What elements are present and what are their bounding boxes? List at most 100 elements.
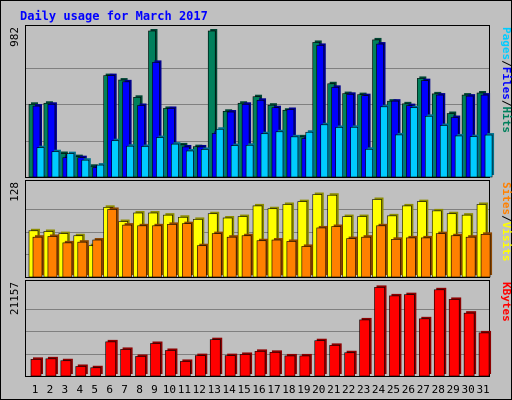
kbytes-bar-group <box>284 353 297 377</box>
kbytes-bar-group <box>120 347 133 377</box>
pages-bar-group <box>200 147 211 178</box>
pages-bar-group <box>51 149 61 178</box>
sites-bar-group <box>286 239 298 278</box>
sites-bar <box>167 224 177 278</box>
files-bar-group <box>241 102 252 178</box>
x-tick-label: 5 <box>91 383 98 396</box>
legend-item: / <box>500 100 512 107</box>
kbytes-bar-group <box>75 364 88 377</box>
kbytes-bar <box>120 349 131 377</box>
sites-bar-group <box>421 235 433 278</box>
x-tick-label: 23 <box>357 383 370 396</box>
kbytes-bar <box>433 289 445 377</box>
kbytes-bar-group <box>478 330 492 377</box>
kbytes-bar-group <box>180 359 193 377</box>
sites-bar <box>196 245 207 278</box>
kbytes-bar-group <box>269 350 282 377</box>
sites-bar <box>241 235 252 278</box>
kbytes-bar <box>329 345 341 377</box>
sites-bar <box>182 223 192 278</box>
pages-bar-group <box>469 134 480 178</box>
y-scale-label: 128 <box>8 182 21 202</box>
sites-bar-group <box>107 207 119 278</box>
sites-bar <box>107 209 117 278</box>
sites-bar <box>346 238 356 278</box>
sites-bar-group <box>167 222 179 278</box>
x-tick-label: 29 <box>447 383 460 396</box>
y-scale-label: 982 <box>8 27 21 47</box>
pages-bar <box>215 128 224 178</box>
x-tick-label: 18 <box>282 383 295 396</box>
kbytes-bar-group <box>389 293 402 377</box>
kbytes-bar <box>165 350 176 377</box>
sites-bar <box>152 225 162 278</box>
sites-bar <box>376 225 386 278</box>
pages-bar <box>36 147 45 178</box>
pages-bar-group <box>186 148 196 178</box>
kbytes-bar <box>239 354 251 377</box>
sites-bar <box>77 241 88 278</box>
pages-bar <box>350 127 358 178</box>
kbytes-bar-group <box>254 349 268 377</box>
kbytes-bar <box>463 312 475 377</box>
kbytes-bar <box>105 341 116 377</box>
hits-bar-group <box>207 29 218 178</box>
sites-bar-group <box>271 238 283 278</box>
sites-bar-group <box>137 223 149 278</box>
chart-title: Daily usage for March 2017 <box>20 9 208 23</box>
pages-bar-group <box>335 125 345 178</box>
files-bar-group <box>316 43 326 178</box>
legend-kbytes: KBytes <box>500 282 512 322</box>
sites-bar <box>301 246 312 278</box>
pages-bar-group <box>454 133 465 178</box>
kbytes-bar-group <box>448 297 462 377</box>
sites-bar <box>271 239 282 278</box>
pages-bar-group <box>156 135 166 178</box>
sites-bar-group <box>196 243 209 278</box>
sites-bar-group <box>406 235 418 278</box>
x-tick-label: 27 <box>417 383 430 396</box>
kbytes-bar <box>224 355 236 377</box>
sites-bar-group <box>62 240 74 278</box>
legend-item: Visits <box>500 222 512 262</box>
kbytes-bar <box>448 299 460 377</box>
pages-bar-group <box>111 138 121 178</box>
legend-item: Files <box>500 67 512 100</box>
sites-bar <box>450 235 461 278</box>
kbytes-bar <box>150 343 161 377</box>
sites-bar-group <box>241 233 254 278</box>
files-bar <box>107 75 115 178</box>
kbytes-bar-group <box>224 353 238 377</box>
sites-bar <box>92 239 103 278</box>
sites-bar-group <box>450 233 463 278</box>
pages-bar-group <box>350 125 360 178</box>
kbytes-bar <box>90 367 102 377</box>
sites-bar <box>137 225 147 278</box>
kbytes-bar <box>194 355 206 377</box>
pages-bar <box>81 159 90 178</box>
legend-visits-sites: Sites/Visits <box>500 182 512 262</box>
sites-bar-group <box>346 236 358 278</box>
pages-bar <box>395 134 403 178</box>
kbytes-bar <box>180 361 191 377</box>
pages-bar <box>454 135 463 178</box>
x-axis-labels: 1 2 3 4 5 6 7 8 9 10 11 12 13 14 15 16 17 18 19 20 21 22 23 24 2… <box>32 383 490 396</box>
sites-bar-group <box>182 221 194 278</box>
x-tick-label: 13 <box>208 383 221 396</box>
x-tick-label: 20 <box>312 383 325 396</box>
files-bar <box>241 103 250 178</box>
pages-bar <box>410 107 418 178</box>
kbytes-bar-group <box>45 356 58 377</box>
pages-bar-group <box>484 133 495 178</box>
pages-bar-group <box>410 105 420 178</box>
kbytes-bar <box>284 355 296 377</box>
x-tick-label: 30 <box>462 383 475 396</box>
pages-bar-group <box>36 145 46 178</box>
kbytes-bar-group <box>150 341 163 377</box>
chart-panel-visits-sites: 128 Sites/Visits <box>8 180 512 278</box>
kbytes-bar <box>60 360 72 377</box>
x-tick-label: 6 <box>106 383 113 396</box>
kbytes-bar-group <box>194 353 208 377</box>
pages-bar <box>305 131 314 178</box>
pages-bar <box>111 140 119 178</box>
